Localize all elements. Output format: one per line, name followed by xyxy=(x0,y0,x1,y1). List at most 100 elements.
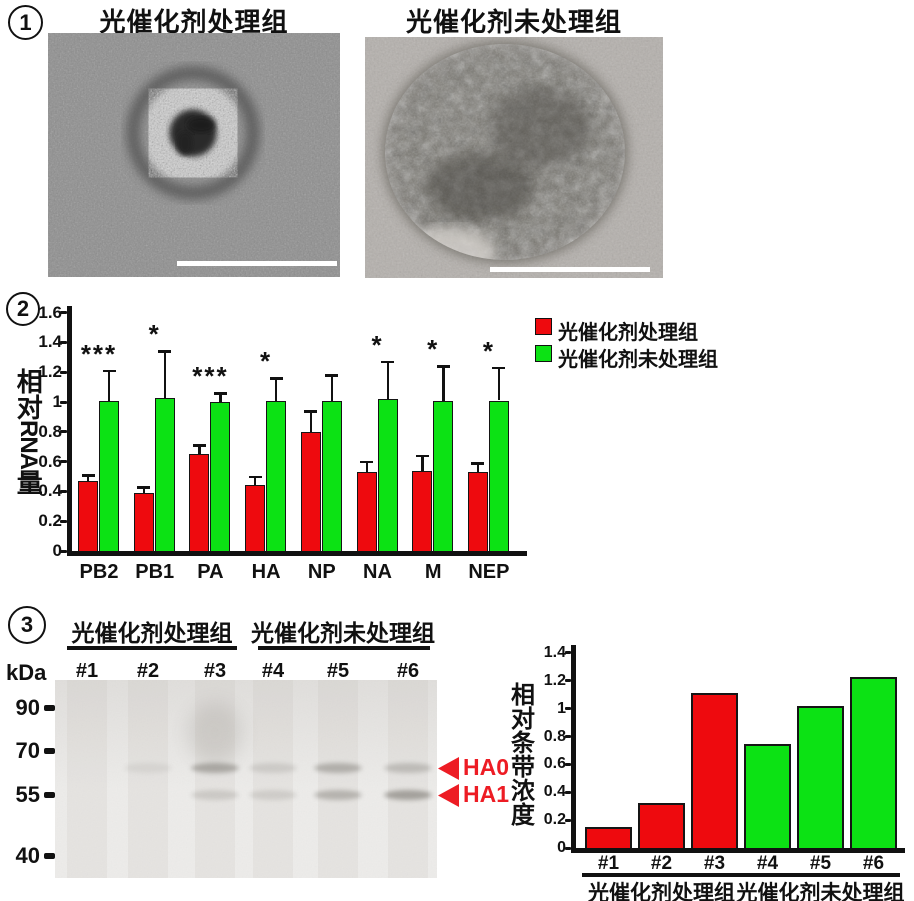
blot-band-HA0-6 xyxy=(384,763,432,773)
band-y-tick-label: 0.8 xyxy=(543,727,566,745)
rna-errorbar-cap xyxy=(137,485,151,489)
blot-group-label-treated: 光催化剂处理组 xyxy=(71,620,233,646)
blot-band-HA1-3 xyxy=(191,790,239,800)
rna-x-label-NA: NA xyxy=(363,561,392,583)
band-y-tick xyxy=(565,679,571,683)
rna-errorbar-cap xyxy=(360,460,373,464)
rna-significance-PA: *** xyxy=(192,361,229,392)
mw-label-70: 70 xyxy=(15,738,40,763)
rna-y-tick xyxy=(60,519,67,523)
band-y-tick xyxy=(565,818,571,822)
rna-bar-HA-untreated xyxy=(266,400,287,551)
western-blot-image xyxy=(55,680,437,878)
rna-y-tick xyxy=(60,400,67,404)
band-y-tick-label: 0 xyxy=(557,839,566,856)
rna-x-label-NEP: NEP xyxy=(468,561,510,583)
band-x-label-4: #4 xyxy=(756,853,779,874)
panel1-number-badge: 1 xyxy=(8,5,43,40)
rna-x-label-PB1: PB1 xyxy=(135,561,175,583)
rna-bar-NA-untreated xyxy=(377,399,398,551)
rna-chart-y-axis-title: 相对 RNA 量 xyxy=(12,368,44,495)
rna-errorbar-stem xyxy=(309,410,313,432)
rna-errorbar-stem xyxy=(198,445,201,455)
rna-errorbar-stem xyxy=(219,393,222,402)
panel3-number-badge: 3 xyxy=(8,606,46,644)
rna-bar-PB2-treated xyxy=(78,480,98,551)
rna-errorbar-stem xyxy=(365,461,368,473)
panel1-right-title: 光催化剂未处理组 xyxy=(405,7,622,37)
rna-bar-HA-treated xyxy=(245,485,266,551)
blot-lane-streak xyxy=(67,680,107,878)
rna-y-tick xyxy=(60,340,67,344)
rna-bar-M-untreated xyxy=(433,400,454,551)
rna-y-tick-label: 0.6 xyxy=(38,451,62,471)
band-arrowhead-HA0 xyxy=(438,757,459,780)
em-image-untreated xyxy=(365,37,663,278)
blot-band-HA0-2 xyxy=(124,763,172,773)
blot-group-underline-treated xyxy=(67,646,237,650)
rna-x-label-NP: NP xyxy=(307,561,336,583)
band-label-HA0: HA0 xyxy=(463,754,510,780)
rna-bar-PB1-untreated xyxy=(154,397,175,551)
lane-label-5: #5 xyxy=(326,660,350,682)
panel1-number: 1 xyxy=(19,9,32,35)
band-chart-ylabel-char: 带 xyxy=(511,754,535,781)
rna-bar-M-treated xyxy=(412,470,433,551)
em-image-treated xyxy=(48,33,340,277)
band-chart-y-axis-title: 相对条带浓度 xyxy=(508,684,538,828)
blot-noise xyxy=(55,680,437,878)
rna-errorbar-stem xyxy=(476,463,480,473)
band-chart-ylabel-char: 条 xyxy=(511,730,535,757)
band-bar-5 xyxy=(797,705,844,848)
rna-y-tick-label: 1 xyxy=(52,392,62,411)
rna-errorbar-stem xyxy=(386,361,389,400)
mw-tick-70 xyxy=(44,748,55,754)
mw-label-55: 55 xyxy=(15,782,40,807)
rna-errorbar-stem xyxy=(108,370,111,401)
band-x-label-6: #6 xyxy=(862,853,885,874)
band-chart-ylabel-char: 度 xyxy=(511,802,535,829)
rna-errorbar-cap xyxy=(471,462,485,465)
em-untreated-graphic xyxy=(365,37,663,278)
lane-label-6: #6 xyxy=(396,660,420,682)
rna-errorbar-cap xyxy=(304,409,318,413)
rna-significance-NA: * xyxy=(371,329,384,360)
kda-label: kDa xyxy=(6,660,47,685)
blot-band-HA1-6 xyxy=(384,790,432,800)
band-y-tick xyxy=(565,735,571,739)
rna-errorbar-stem xyxy=(275,378,278,401)
rna-errorbar-stem xyxy=(421,455,424,471)
mw-label-90: 90 xyxy=(15,695,40,720)
rna-errorbar-cap xyxy=(158,350,172,353)
blot-group-underline-untreated xyxy=(258,646,430,650)
rna-errorbar-cap xyxy=(492,366,506,370)
rna-y-tick xyxy=(60,370,67,374)
ylabel-mid: RNA xyxy=(15,420,43,469)
rna-y-tick-label: 0.4 xyxy=(38,481,62,501)
mw-tick-90 xyxy=(44,705,55,711)
rna-errorbar-stem xyxy=(87,475,90,481)
blot-band-HA0-4 xyxy=(249,763,297,773)
band-bar-4 xyxy=(744,743,791,848)
band-bar-2 xyxy=(638,803,685,848)
rna-errorbar-cap xyxy=(436,365,450,368)
lane-label-1: #1 xyxy=(75,660,99,682)
scale-bar-right xyxy=(490,267,650,272)
blot-lane-streak xyxy=(128,680,168,878)
rna-significance-NEP: * xyxy=(482,335,495,366)
rna-bar-NEP-treated xyxy=(467,472,488,551)
rna-y-tick-label: 0.2 xyxy=(38,511,62,531)
rna-bar-NP-treated xyxy=(300,431,321,551)
band-x-label-3: #3 xyxy=(703,853,726,874)
band-y-tick-label: 0.4 xyxy=(543,783,566,801)
band-chart-ylabel-char: 对 xyxy=(511,706,535,733)
rna-x-label-HA: HA xyxy=(251,561,281,583)
band-y-tick xyxy=(565,762,571,766)
band-x-label-2: #2 xyxy=(650,853,673,874)
legend-swatch-treated xyxy=(535,318,552,335)
band-bar-1 xyxy=(585,827,632,848)
rna-significance-PB1: * xyxy=(148,319,161,350)
rna-bar-PB1-treated xyxy=(133,492,154,551)
band-group-label-1: 光催化剂未处理组 xyxy=(736,882,905,901)
